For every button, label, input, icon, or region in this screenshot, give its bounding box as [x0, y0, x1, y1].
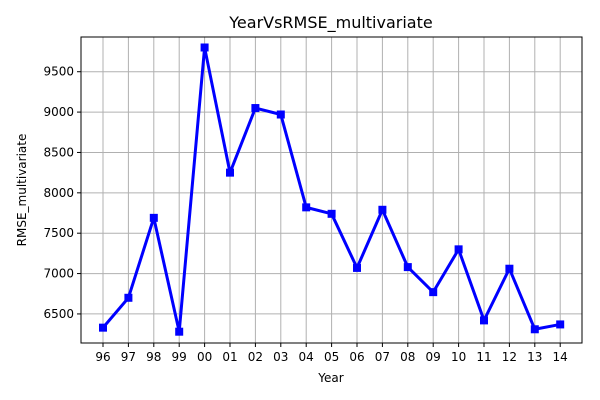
y-tick-label: 9000 [43, 105, 74, 119]
y-tick-label: 8500 [43, 145, 74, 159]
data-point [327, 209, 336, 218]
x-tick-label: 10 [451, 350, 466, 364]
data-point [353, 263, 361, 272]
data-point [124, 293, 133, 302]
x-tick-label: 07 [375, 350, 390, 364]
data-point [454, 245, 463, 254]
data-point [175, 327, 184, 336]
chart-title: YearVsRMSE_multivariate [228, 13, 432, 33]
x-axis-label: Year [317, 371, 343, 385]
y-tick-label: 7500 [43, 226, 74, 240]
y-tick-label: 6500 [43, 307, 74, 321]
x-tick-label: 98 [146, 350, 161, 364]
x-tick-label: 08 [400, 350, 415, 364]
data-point [403, 263, 412, 272]
x-tick-label: 04 [299, 350, 314, 364]
x-tick-label: 96 [95, 350, 110, 364]
data-point [480, 316, 488, 325]
y-tick-label: 9500 [43, 65, 74, 79]
y-tick-label: 8000 [43, 186, 74, 200]
x-tick-label: 99 [172, 350, 187, 364]
x-tick-label: 03 [273, 350, 288, 364]
data-point [276, 110, 285, 119]
x-tick-label: 12 [502, 350, 517, 364]
data-point [556, 320, 565, 329]
x-tick-label: 11 [476, 350, 491, 364]
data-series [99, 43, 565, 336]
data-point [302, 203, 311, 212]
x-tick-label: 02 [248, 350, 263, 364]
x-tick-label: 00 [197, 350, 212, 364]
data-point [530, 325, 539, 334]
data-point [251, 104, 260, 113]
y-axis-label: RMSE_multivariate [15, 134, 29, 247]
x-tick-label: 13 [527, 350, 542, 364]
y-tick-label: 7000 [43, 267, 74, 281]
data-point [149, 213, 158, 222]
data-point [378, 205, 387, 214]
x-tick-label: 05 [324, 350, 339, 364]
x-tick-label: 06 [349, 350, 364, 364]
data-point [505, 264, 514, 273]
data-point [99, 323, 107, 332]
data-point [200, 43, 209, 52]
grid-lines [81, 37, 582, 343]
x-tick-label: 01 [222, 350, 237, 364]
x-tick-label: 14 [553, 350, 568, 364]
axis-ticks: 96 97 98 99 00 01 02 03 04 05 06 07 08 09 10 11 12 13 14 65… [43, 65, 567, 364]
x-tick-label: 97 [121, 350, 136, 364]
x-tick-label: 09 [426, 350, 441, 364]
data-point [429, 288, 438, 297]
data-point [226, 168, 234, 177]
